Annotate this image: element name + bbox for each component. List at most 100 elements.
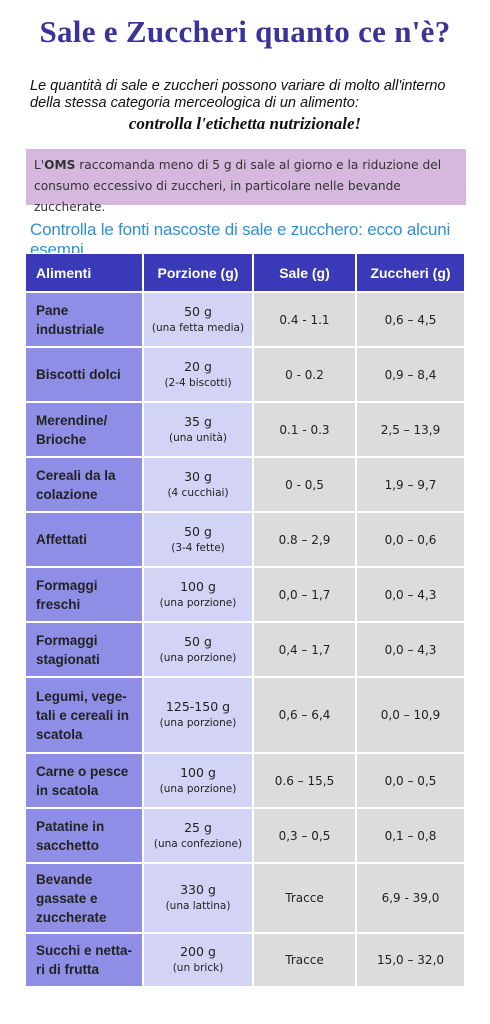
food-name-cell: Biscotti dolci [25, 347, 143, 402]
portion-amount: 20 g [184, 358, 212, 374]
food-name-line: Patatine in [36, 818, 105, 834]
sugar-cell: 0,0 – 4,3 [356, 622, 465, 677]
food-name-line: Formaggi [36, 577, 98, 593]
sugar-cell: 1,9 – 9,7 [356, 457, 465, 512]
header-alimenti: Alimenti [25, 253, 143, 292]
food-name-line: in scatola [36, 782, 99, 798]
header-sale: Sale (g) [253, 253, 356, 292]
food-name-line: Cereali da la [36, 467, 116, 483]
portion-amount: 25 g [184, 819, 212, 835]
sugar-cell: 0,0 – 0,5 [356, 753, 465, 808]
food-name-line: Succhi e netta- [36, 943, 133, 958]
food-name-cell: Cereali da la colazione [25, 457, 143, 512]
header-zuccheri: Zuccheri (g) [356, 253, 465, 292]
header-porzione: Porzione (g) [143, 253, 253, 292]
food-name-line: stagionati [36, 651, 100, 667]
table-row: Formaggi stagionati 50 g (una porzione) 0,4 … [25, 622, 465, 677]
portion-amount: 100 g [180, 764, 216, 780]
sugar-cell: 0,0 – 10,9 [356, 677, 465, 753]
salt-cell: 0 - 0.2 [253, 347, 356, 402]
table-row: Bevande gassate e zuccherate 330 g (una latt… [25, 863, 465, 933]
table-body: Pane industriale 50 g (una fetta media) 0.4 … [25, 292, 465, 987]
food-name-line: scatola [36, 726, 83, 742]
portion-note: (2-4 biscotti) [164, 376, 232, 389]
food-name-cell: Merendine/Brioche [25, 402, 143, 457]
sugar-cell: 0,1 – 0,8 [356, 808, 465, 863]
portion-cell: 200 g (un brick) [143, 933, 253, 987]
portion-amount: 50 g [184, 523, 212, 539]
page-title: Sale e Zuccheri quanto ce n'è? [39, 14, 451, 49]
salt-cell: 0.6 – 15,5 [253, 753, 356, 808]
salt-cell: Tracce [253, 933, 356, 987]
sugar-cell: 0,0 – 4,3 [356, 567, 465, 622]
oms-org-name: OMS [44, 158, 76, 172]
sugar-cell: 0,9 – 8,4 [356, 347, 465, 402]
food-name-line: Merendine/ [36, 412, 108, 428]
food-name-line: Carne o pesce [36, 763, 129, 779]
food-name-line: Biscotti dolci [36, 367, 121, 382]
portion-note: (4 cucchiai) [167, 486, 229, 499]
table-row: Formaggi freschi 100 g (una porzione) 0,0 – … [25, 567, 465, 622]
portion-note: (una porzione) [159, 782, 237, 795]
portion-cell: 50 g (3-4 fette) [143, 512, 253, 567]
portion-cell: 50 g (una fetta media) [143, 292, 253, 347]
salt-cell: 0 - 0,5 [253, 457, 356, 512]
portion-cell: 100 g (una porzione) [143, 567, 253, 622]
salt-cell: 0,0 – 1,7 [253, 567, 356, 622]
portion-note: (una porzione) [159, 651, 237, 664]
salt-cell: 0.1 - 0.3 [253, 402, 356, 457]
sugar-cell: 0,0 – 0,6 [356, 512, 465, 567]
oms-text: raccomanda meno di 5 g di sale al giorno… [34, 158, 442, 214]
sugar-cell: 2,5 – 13,9 [356, 402, 465, 457]
sugar-cell: 15,0 – 32,0 [356, 933, 465, 987]
food-name-cell: Affettati [25, 512, 143, 567]
intro-emphasis: controlla l'etichetta nutrizionale! [128, 114, 362, 133]
portion-note: (3-4 fette) [171, 541, 225, 554]
table-row: Succhi e netta-ri di frutta 200 g (un bric… [25, 933, 465, 987]
salt-cell: 0.4 - 1.1 [253, 292, 356, 347]
food-name-line: zuccherate [36, 909, 107, 925]
table-row: Cereali da la colazione 30 g (4 cucchiai) 0 … [25, 457, 465, 512]
food-name-line: Legumi, vege- [36, 688, 127, 704]
portion-amount: 50 g [184, 303, 212, 319]
portion-note: (una unità) [168, 431, 228, 444]
food-name-cell: Legumi, vege-tali e cereali in scatola [25, 677, 143, 753]
salt-cell: 0,3 – 0,5 [253, 808, 356, 863]
food-name-cell: Bevande gassate e zuccherate [25, 863, 143, 933]
salt-cell: 0,6 – 6,4 [253, 677, 356, 753]
portion-cell: 25 g (una confezione) [143, 808, 253, 863]
portion-amount: 50 g [184, 633, 212, 649]
portion-cell: 50 g (una porzione) [143, 622, 253, 677]
food-name-line: industriale [36, 321, 105, 337]
portion-amount: 125-150 g [165, 699, 231, 714]
food-name-line: colazione [36, 486, 98, 502]
food-name-cell: Formaggi freschi [25, 567, 143, 622]
food-name-line: Pane [36, 302, 69, 318]
food-name-line: Affettati [36, 532, 87, 547]
portion-cell: 20 g (2-4 biscotti) [143, 347, 253, 402]
food-name-line: Bevande [36, 871, 93, 887]
intro-text: Le quantità di sale e zuccheri possono v… [30, 78, 446, 111]
portion-amount: 30 g [184, 468, 212, 484]
nutrition-table: Alimenti Porzione (g) Sale (g) Zuccheri … [25, 253, 465, 987]
portion-note: (una fetta media) [151, 321, 245, 334]
food-name-line: tali e cereali in [36, 707, 130, 723]
table-row: Patatine in sacchetto 25 g (una confezione)… [25, 808, 465, 863]
table-row: Legumi, vege-tali e cereali in scatola 125… [25, 677, 465, 753]
portion-amount: 35 g [184, 413, 212, 429]
food-name-cell: Carne o pesce in scatola [25, 753, 143, 808]
salt-cell: 0.8 – 2,9 [253, 512, 356, 567]
portion-note: (una porzione) [159, 596, 237, 609]
oms-recommendation-box: L'OMS raccomanda meno di 5 g di sale al … [26, 149, 466, 214]
salt-cell: Tracce [253, 863, 356, 933]
portion-cell: 125-150 g (una porzione) [143, 677, 253, 753]
portion-amount: 200 g [180, 944, 216, 959]
portion-note: (una confezione) [153, 837, 243, 850]
food-name-cell: Formaggi stagionati [25, 622, 143, 677]
portion-note: (un brick) [172, 962, 224, 974]
portion-cell: 330 g (una lattina) [143, 863, 253, 933]
portion-note: (una lattina) [165, 900, 231, 912]
portion-cell: 30 g (4 cucchiai) [143, 457, 253, 512]
table-row: Carne o pesce in scatola 100 g (una porzion… [25, 753, 465, 808]
portion-cell: 100 g (una porzione) [143, 753, 253, 808]
